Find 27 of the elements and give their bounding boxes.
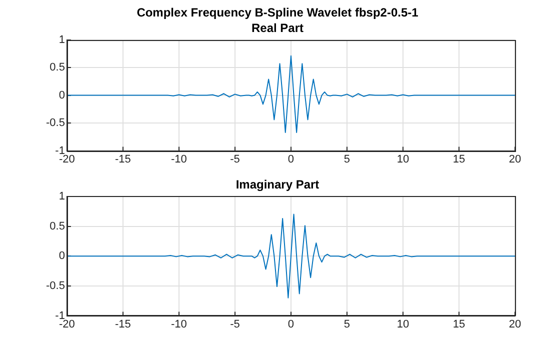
- y-tick-label: 1: [58, 34, 65, 46]
- chart-title: Complex Frequency B-Spline Wavelet fbsp2-0.5-1: [136, 6, 419, 20]
- y-tick-label: -0.5: [46, 280, 65, 292]
- x-tick-label: 20: [508, 318, 522, 330]
- x-tick-label: 15: [452, 153, 466, 166]
- chart-title: Imaginary Part: [236, 178, 320, 192]
- x-tick-label: -10: [171, 153, 187, 166]
- x-tick-label: -15: [115, 153, 131, 166]
- x-tick-label: 10: [396, 153, 410, 166]
- y-tick-label: 0.5: [50, 220, 65, 232]
- x-tick-label: -10: [171, 318, 187, 330]
- x-tick-label: -15: [115, 318, 131, 330]
- chart-subtitle: Real Part: [251, 20, 304, 35]
- x-tick-label: -5: [230, 318, 240, 330]
- x-tick-label: 5: [344, 153, 350, 166]
- x-tick-label: 0: [288, 318, 294, 330]
- y-tick-label: -0.5: [46, 117, 65, 130]
- y-tick-label: 0.5: [50, 62, 65, 74]
- x-tick-label: 20: [508, 153, 522, 166]
- x-tick-label: 5: [344, 318, 350, 330]
- y-tick-label: 1: [58, 190, 65, 202]
- x-tick-label: -5: [230, 153, 240, 166]
- y-tick-label: 0: [58, 250, 65, 262]
- x-tick-label: 10: [396, 318, 410, 330]
- x-tick-label: 0: [288, 153, 294, 166]
- y-tick-label: 0: [58, 89, 65, 102]
- x-tick-label: 15: [452, 318, 466, 330]
